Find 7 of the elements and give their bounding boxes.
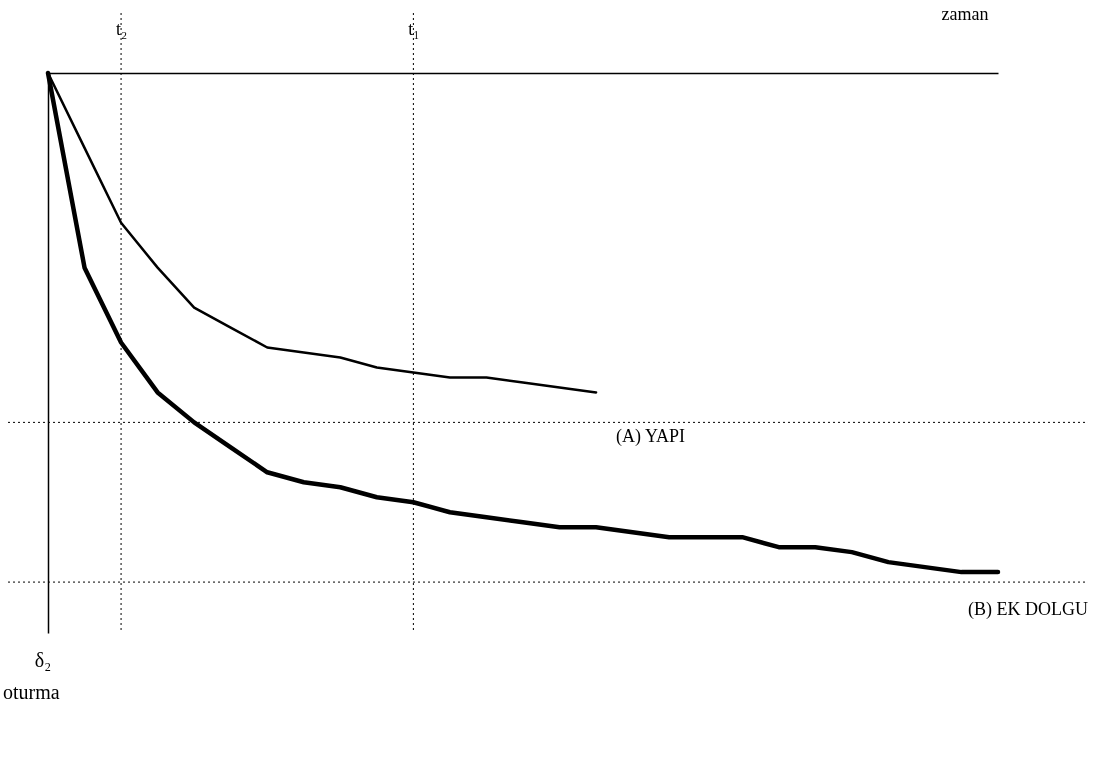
series-label: (B) EK DOLGU [968,599,1088,621]
x-tick-label: t₂ [115,18,128,39]
x-axis-title: zaman [941,3,989,24]
text: δ₂ [34,649,52,671]
x-tick-label: t₁ [408,18,420,39]
text: (A) YAPI [616,426,685,448]
text: oturma [3,681,60,703]
